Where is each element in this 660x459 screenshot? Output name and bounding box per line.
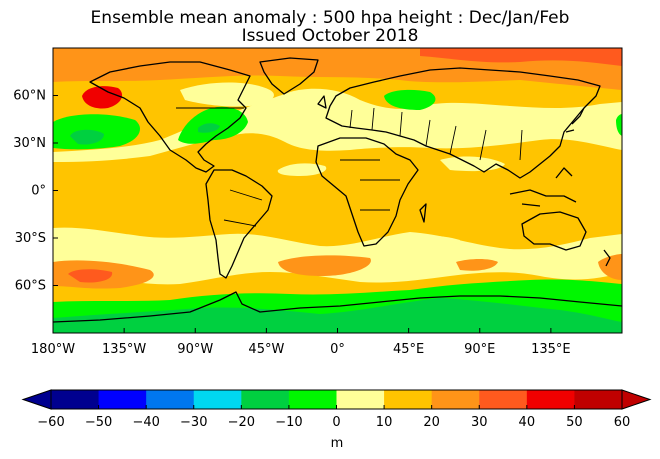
map-title: Ensemble mean anomaly : 500 hpa height :… — [90, 8, 570, 28]
map-subtitle: Issued October 2018 — [241, 26, 419, 46]
colorbar-segment — [241, 390, 290, 409]
coastline-north-america — [89, 61, 251, 173]
field-0-10-atlantic — [180, 82, 274, 107]
colorbar-tick-label: −40 — [132, 415, 159, 430]
colorbar: −60 −50 −40 −30 −20 −10 0 10 20 30 40 50 60 — [21, 389, 652, 430]
colorbar-segment — [431, 390, 480, 409]
coastline-eurasia — [325, 67, 601, 179]
lon-tick-label: 0° — [330, 342, 345, 357]
lon-tick-label: 90°E — [464, 342, 495, 357]
colorbar-tick-label: −20 — [228, 415, 255, 430]
coastline-antarctica — [53, 291, 622, 323]
lon-tick-label: 180°W — [31, 342, 75, 357]
coastline-se-asia-islands — [509, 167, 577, 207]
colorbar-under-arrow — [21, 389, 52, 410]
lat-tick-label: 0° — [31, 184, 46, 199]
coastline-greenland — [259, 57, 319, 95]
field-0-10-north — [53, 88, 622, 162]
lon-tick-label: 90°W — [177, 342, 213, 357]
lon-tick-label: 135°W — [102, 342, 146, 357]
field-minus20-minus10-antarctic — [53, 298, 622, 333]
lat-tick-label: 60°S — [15, 279, 46, 294]
coastline-new-zealand — [603, 249, 611, 267]
coastlines — [53, 57, 622, 323]
field-0-10-southatlantic — [400, 235, 460, 249]
field-30-40-south-pacific — [68, 269, 113, 283]
colorbar-tick-label: −30 — [180, 415, 207, 430]
latitude-ticks: 60°N 30°N 0° 30°S 60°S — [13, 89, 58, 294]
lon-tick-label: 45°W — [248, 342, 284, 357]
colorbar-segment — [51, 390, 100, 409]
colorbar-segment — [526, 390, 575, 409]
colorbar-tick-label: 20 — [423, 415, 440, 430]
field-minus20-minus10-namerica — [198, 123, 220, 133]
lat-tick-label: 60°N — [13, 89, 46, 104]
colorbar-tick-label: −50 — [85, 415, 112, 430]
longitude-ticks: 180°W 135°W 90°W 45°W 0° 45°E 90°E 135°E — [31, 328, 571, 357]
colorbar-segment — [288, 390, 337, 409]
coastline-south-america — [205, 169, 273, 279]
coastline-australia — [521, 211, 587, 251]
lon-tick-label: 135°E — [531, 342, 571, 357]
lat-tick-label: 30°N — [13, 136, 46, 151]
colorbar-segment — [336, 390, 385, 409]
colorbar-segment — [193, 390, 242, 409]
colorbar-over-arrow — [621, 389, 652, 410]
colorbar-segment — [384, 390, 433, 409]
anomaly-field — [53, 48, 622, 333]
field-minus10-0-east-edge — [616, 114, 622, 136]
colorbar-segment — [146, 390, 195, 409]
colorbar-segment — [479, 390, 528, 409]
field-20-30-south-atlantic — [278, 255, 371, 276]
field-minus10-0-eurasia — [384, 89, 436, 110]
colorbar-segment — [574, 390, 623, 409]
coastline-japan — [565, 107, 585, 133]
coastline-madagascar — [419, 203, 427, 223]
country-borders — [176, 107, 523, 227]
lat-tick-label: 30°S — [15, 231, 46, 246]
colorbar-tick-label: −60 — [37, 415, 64, 430]
field-30-40-arctic — [420, 48, 622, 66]
field-0-10-india — [440, 156, 505, 172]
colorbar-unit: m — [331, 436, 344, 451]
field-20-30-south-east — [598, 254, 622, 280]
colorbar-tick-label: 60 — [614, 415, 631, 430]
colorbar-segment — [98, 390, 147, 409]
colorbar-tick-label: 30 — [471, 415, 488, 430]
coastline-uk — [317, 95, 327, 109]
colorbar-tick-label: 40 — [519, 415, 536, 430]
field-40-50-alaska — [82, 86, 123, 109]
field-minus20-minus10-pacific — [70, 129, 104, 145]
colorbar-tick-label: 0 — [332, 415, 340, 430]
lon-tick-label: 45°E — [393, 342, 424, 357]
coastline-africa — [315, 137, 419, 247]
colorbar-tick-label: 10 — [376, 415, 393, 430]
field-0-10-sahara — [277, 163, 327, 176]
field-20-30-south-indian — [456, 259, 498, 271]
colorbar-tick-label: −10 — [275, 415, 302, 430]
colorbar-tick-label: 50 — [566, 415, 583, 430]
